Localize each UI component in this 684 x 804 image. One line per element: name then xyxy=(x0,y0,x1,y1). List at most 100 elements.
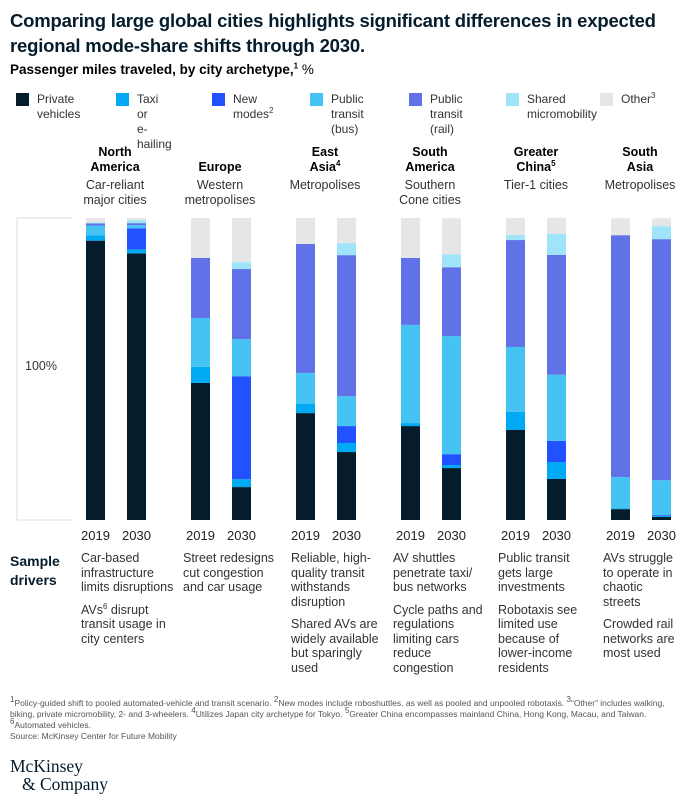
bar-segment-taxi xyxy=(296,404,315,413)
bar-segment-bus xyxy=(611,477,630,508)
bar-segment-shared xyxy=(652,226,671,239)
driver-east-asia: Reliable, high-quality transit withstand… xyxy=(291,551,383,675)
bar-segment-new xyxy=(337,426,356,443)
bar-segment-rail xyxy=(401,258,420,325)
bar-segment-taxi xyxy=(652,516,671,517)
bar-segment-private xyxy=(296,413,315,520)
year-label: 2019 xyxy=(606,528,635,543)
bar-segment-bus xyxy=(127,225,146,228)
bar-segment-other xyxy=(547,218,566,234)
year-labels: 2019 2030 2019 2030 2019 2030 2019 2030 2019 2030… xyxy=(81,528,676,543)
bar-segment-private xyxy=(547,479,566,520)
driver-south-america: AV shuttles penetrate taxi/ bus networks… xyxy=(393,551,493,675)
bar-segment-rail xyxy=(232,269,251,339)
bar-europe-2019 xyxy=(191,218,210,520)
driver-south-asia: AVs struggle to operate in chaotic stree… xyxy=(603,551,681,661)
bar-segment-new xyxy=(127,228,146,249)
bar-segment-rail xyxy=(296,244,315,373)
bar-segment-other xyxy=(191,218,210,258)
bar-segment-taxi xyxy=(337,443,356,452)
footnotes: 1Policy-guided shift to pooled automated… xyxy=(10,698,680,742)
bar-segment-taxi xyxy=(191,367,210,383)
source-note: Source: McKinsey Center for Future Mobil… xyxy=(10,731,177,741)
bar-segment-other xyxy=(652,218,671,226)
bar-segment-other xyxy=(506,218,525,235)
bar-south-asia-2030 xyxy=(652,218,671,520)
bar-segment-taxi xyxy=(506,412,525,430)
year-label: 2030 xyxy=(542,528,571,543)
bar-segment-bus xyxy=(337,396,356,426)
bar-segment-rail xyxy=(86,223,105,225)
bar-segment-rail xyxy=(191,258,210,318)
bar-segment-taxi xyxy=(401,423,420,426)
bar-segment-taxi xyxy=(442,465,461,468)
bar-north-america-2030 xyxy=(127,218,146,520)
year-label: 2030 xyxy=(647,528,676,543)
bar-segment-bus xyxy=(506,347,525,412)
bar-segment-new xyxy=(232,376,251,479)
bar-segment-new xyxy=(547,441,566,462)
bar-segment-rail xyxy=(547,255,566,375)
y-axis-bracket: 100% xyxy=(17,218,72,520)
bar-segment-private xyxy=(127,253,146,520)
bar-segment-other xyxy=(127,218,146,220)
bar-segment-bus xyxy=(191,318,210,367)
bar-segment-shared xyxy=(232,262,251,269)
bar-segment-taxi xyxy=(127,249,146,253)
year-label: 2019 xyxy=(81,528,110,543)
bar-segment-shared xyxy=(337,243,356,255)
bar-europe-2030 xyxy=(232,218,251,520)
year-label: 2019 xyxy=(291,528,320,543)
bar-segment-taxi xyxy=(232,479,251,487)
bar-segment-private xyxy=(232,487,251,520)
bar-segment-taxi xyxy=(611,508,630,509)
bar-segment-other xyxy=(86,218,105,223)
bar-segment-shared xyxy=(127,220,146,223)
year-label: 2030 xyxy=(122,528,151,543)
bar-segment-rail xyxy=(337,255,356,396)
bar-south-asia-2019 xyxy=(611,218,630,520)
bar-segment-other xyxy=(611,218,630,235)
bar-segment-shared xyxy=(506,235,525,240)
bar-segment-private xyxy=(191,383,210,520)
bar-segment-other xyxy=(232,218,251,262)
bar-segment-bus xyxy=(401,325,420,423)
driver-greater-china: Public transit gets large investments Ro… xyxy=(498,551,580,675)
bar-segment-private xyxy=(442,468,461,520)
bar-segment-rail xyxy=(611,235,630,477)
year-label: 2019 xyxy=(501,528,530,543)
bar-segment-private xyxy=(86,241,105,520)
bar-segment-rail xyxy=(506,240,525,347)
bar-segment-private xyxy=(652,517,671,520)
bar-segment-taxi xyxy=(86,236,105,241)
bar-segment-other xyxy=(401,218,420,258)
bar-segment-taxi xyxy=(547,462,566,479)
driver-europe: Street redesigns cut congestion and car … xyxy=(183,551,279,595)
bars xyxy=(86,218,671,520)
bar-segment-bus xyxy=(232,339,251,376)
year-label: 2030 xyxy=(437,528,466,543)
bar-east-asia-2030 xyxy=(337,218,356,520)
year-label: 2030 xyxy=(227,528,256,543)
bar-segment-other xyxy=(442,218,461,254)
bar-south-america-2019 xyxy=(401,218,420,520)
bar-greater-china-2030 xyxy=(547,218,566,520)
bar-east-asia-2019 xyxy=(296,218,315,520)
mckinsey-logo: McKinsey& Company xyxy=(10,757,108,793)
sample-drivers-title: Sampledrivers xyxy=(10,552,60,590)
axis-label-100: 100% xyxy=(25,359,57,373)
bar-segment-rail xyxy=(652,239,671,480)
bar-segment-bus xyxy=(442,336,461,454)
bar-segment-other xyxy=(296,218,315,244)
bar-segment-rail xyxy=(127,223,146,225)
year-label: 2030 xyxy=(332,528,361,543)
bar-segment-bus xyxy=(547,375,566,441)
bar-north-america-2019 xyxy=(86,218,105,520)
bar-segment-private xyxy=(337,452,356,520)
bar-south-america-2030 xyxy=(442,218,461,520)
bar-segment-bus xyxy=(652,480,671,515)
year-label: 2019 xyxy=(186,528,215,543)
bar-segment-shared xyxy=(442,254,461,267)
bar-segment-other xyxy=(337,218,356,243)
year-label: 2019 xyxy=(396,528,425,543)
